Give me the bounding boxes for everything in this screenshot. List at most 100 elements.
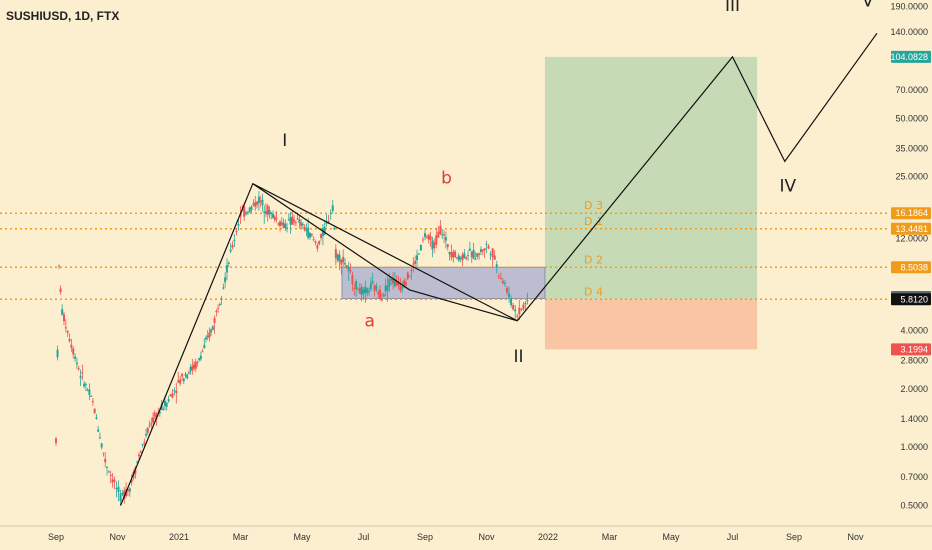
candle-body bbox=[320, 234, 323, 238]
price-badge-label: 13.4481 bbox=[895, 224, 928, 234]
candle-body bbox=[373, 285, 376, 292]
candle-body bbox=[468, 248, 471, 251]
x-tick-label: May bbox=[293, 532, 311, 542]
level-label: D 1 bbox=[584, 215, 603, 228]
candle-body bbox=[474, 258, 477, 260]
candle-body bbox=[141, 444, 144, 446]
candle-body bbox=[66, 331, 69, 333]
candle-body bbox=[377, 292, 380, 295]
candle-body bbox=[259, 200, 262, 202]
candle-body bbox=[273, 216, 276, 221]
candle-body bbox=[243, 206, 246, 217]
candle-body bbox=[349, 270, 352, 272]
y-tick-label: 1.0000 bbox=[900, 442, 928, 452]
x-tick-label: Sep bbox=[417, 532, 433, 542]
levels-layer: D 3 D 1 D 2 D 4 bbox=[0, 199, 890, 301]
candle-body bbox=[184, 374, 187, 376]
candle-body bbox=[300, 222, 303, 227]
candle-body bbox=[308, 232, 311, 238]
candle-body bbox=[506, 287, 508, 293]
x-tick-label: Nov bbox=[109, 532, 126, 542]
candle-body bbox=[439, 225, 442, 235]
candle-body bbox=[75, 362, 78, 365]
candle-body bbox=[366, 288, 369, 294]
candle-body bbox=[514, 309, 517, 312]
candle-body bbox=[459, 257, 462, 259]
candle-body bbox=[139, 451, 142, 453]
x-tick-label: 2022 bbox=[538, 532, 558, 542]
candle-body bbox=[301, 224, 304, 226]
y-tick-label: 4.0000 bbox=[900, 326, 928, 336]
candle-body bbox=[499, 277, 502, 279]
candle-body bbox=[70, 344, 73, 348]
candle-body bbox=[126, 489, 129, 491]
candle-body bbox=[284, 223, 287, 228]
candle-body bbox=[128, 488, 131, 492]
candle-body bbox=[334, 249, 337, 259]
x-tick-label: Jul bbox=[358, 532, 370, 542]
candle-body bbox=[218, 303, 221, 305]
candle-body bbox=[314, 241, 317, 243]
candle-body bbox=[264, 211, 267, 215]
candle-body bbox=[503, 282, 506, 284]
candle-body bbox=[446, 244, 449, 247]
candle-body bbox=[72, 348, 75, 355]
y-tick-label: 25.0000 bbox=[895, 172, 928, 182]
candle-body bbox=[257, 196, 260, 204]
price-badge-label: 104.0828 bbox=[890, 52, 928, 62]
candle-body bbox=[109, 474, 112, 476]
candle-body bbox=[358, 288, 361, 294]
candle-body bbox=[333, 228, 336, 230]
candle-body bbox=[318, 240, 321, 245]
candle-body bbox=[524, 302, 527, 305]
price-badge-label: 3.1994 bbox=[900, 344, 928, 354]
candle-body bbox=[268, 210, 271, 215]
candle-body bbox=[222, 287, 225, 289]
candle-body bbox=[153, 412, 156, 417]
price-badge-label: 8.5038 bbox=[900, 262, 928, 272]
candle-body bbox=[143, 442, 146, 444]
candle-body bbox=[250, 206, 253, 210]
candle-body bbox=[194, 361, 197, 369]
candle-body bbox=[119, 493, 122, 502]
stop-zone bbox=[544, 299, 758, 350]
candle-body bbox=[441, 234, 444, 236]
candle-body bbox=[138, 454, 141, 457]
candle-body bbox=[303, 227, 306, 231]
candle-body bbox=[497, 275, 500, 277]
time-axis[interactable]: Sep Nov 2021 Mar May Jul Sep Nov 2022 Mar May Jul Se… bbox=[0, 525, 932, 550]
candle-body bbox=[291, 216, 294, 225]
candle-body bbox=[213, 317, 216, 324]
candle-body bbox=[263, 211, 266, 213]
candle-body bbox=[433, 242, 436, 249]
candle-body bbox=[395, 280, 398, 286]
candle-body bbox=[485, 243, 488, 245]
candle-body bbox=[97, 429, 100, 432]
candle-body bbox=[206, 335, 209, 338]
candle-body bbox=[227, 262, 230, 264]
candle-body bbox=[296, 218, 299, 220]
candle-body bbox=[181, 373, 184, 377]
candle-body bbox=[193, 364, 196, 369]
candle-body bbox=[360, 286, 363, 295]
candle-body bbox=[487, 246, 490, 249]
candle-body bbox=[88, 389, 91, 395]
candle-body bbox=[189, 367, 192, 372]
candle-body bbox=[203, 344, 206, 349]
price-axis-bg bbox=[890, 0, 932, 550]
candle-body bbox=[435, 235, 438, 245]
candle-body bbox=[403, 280, 406, 287]
price-axis[interactable]: 190.0000 140.0000 70.0000 50.0000 35.0000 25.… bbox=[890, 0, 932, 550]
candle-body bbox=[56, 349, 59, 358]
candle-body bbox=[408, 275, 411, 277]
candle-body bbox=[246, 212, 249, 214]
candle-body bbox=[347, 267, 350, 272]
candle-body bbox=[429, 236, 432, 241]
candle-body bbox=[410, 270, 413, 272]
candle-body bbox=[175, 390, 178, 394]
candle-body bbox=[443, 234, 446, 236]
price-badge bbox=[891, 222, 931, 235]
candle-body bbox=[158, 411, 161, 414]
